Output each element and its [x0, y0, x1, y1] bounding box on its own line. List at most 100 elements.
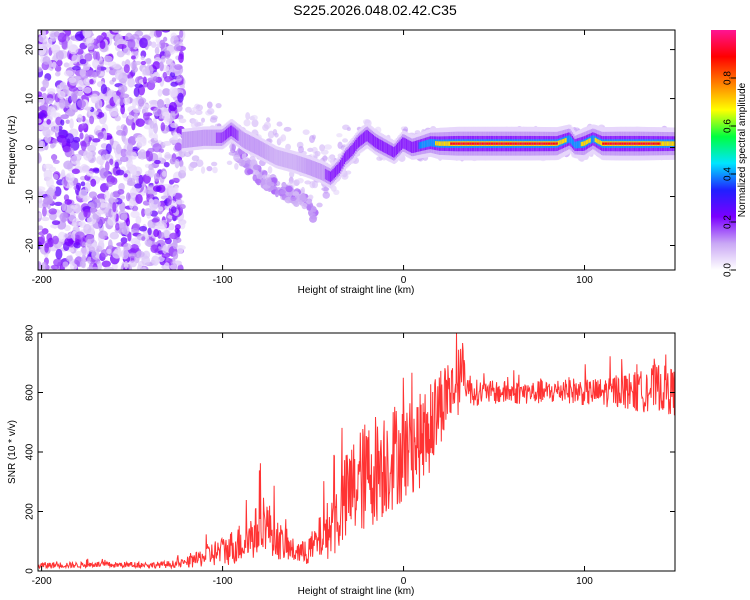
- noise-blob: [159, 61, 164, 72]
- noise-blob: [105, 181, 113, 188]
- ridge-cell: [473, 142, 476, 145]
- ridge-cell: [637, 142, 640, 145]
- halo-blob: [263, 121, 272, 130]
- noise-blob: [179, 30, 184, 38]
- noise-blob: [53, 31, 60, 37]
- ridge-cell: [445, 141, 448, 146]
- ridge-cell: [484, 142, 487, 145]
- ridge-cell: [551, 142, 554, 145]
- halo-blob: [333, 189, 340, 196]
- noise-blob: [83, 208, 91, 218]
- noise-blob: [137, 98, 145, 107]
- branch-blob: [231, 143, 236, 152]
- noise-blob: [160, 122, 166, 132]
- ridge-cell: [242, 131, 245, 148]
- ridge-cell: [281, 151, 284, 167]
- noise-blob: [123, 173, 128, 178]
- noise-blob: [72, 136, 81, 143]
- ridge-cell: [542, 142, 545, 145]
- noise-blob: [129, 244, 139, 253]
- ridge-cell: [285, 152, 288, 168]
- ridge-cell: [383, 141, 386, 153]
- ridge-cell: [646, 142, 649, 145]
- x-tick-label: -200: [32, 576, 52, 587]
- colorbar: 0.0 0.2 0.4 0.6 0.8 Normalized spectral ampl…: [711, 30, 748, 277]
- noise-blob: [138, 149, 147, 160]
- x-tick-label: 100: [576, 275, 593, 286]
- noise-blob: [148, 99, 159, 105]
- ridge-cell: [293, 154, 296, 170]
- ridge-cell: [207, 129, 210, 146]
- noise-blob: [112, 93, 118, 103]
- ridge-cell: [413, 141, 416, 153]
- ridge-cell: [289, 153, 292, 169]
- ridge-cell: [398, 141, 401, 153]
- noise-blob: [173, 44, 182, 52]
- noise-blob: [96, 64, 101, 76]
- noise-blob: [127, 38, 136, 50]
- ridge-cell: [554, 142, 557, 145]
- ridge-cell: [556, 142, 559, 145]
- noise-blob: [169, 110, 176, 122]
- ridge-cell: [255, 138, 258, 155]
- ridge-cell: [356, 138, 359, 150]
- noise-blob: [167, 195, 172, 206]
- ridge-cell: [666, 141, 670, 146]
- ridge-cell: [442, 141, 445, 146]
- noise-blob: [76, 114, 83, 123]
- noise-blob: [90, 178, 97, 187]
- ridge-cell: [421, 141, 424, 149]
- ridge-cell: [633, 142, 637, 145]
- noise-blob: [163, 161, 170, 168]
- noise-blob: [127, 135, 137, 146]
- halo-blob: [179, 165, 187, 174]
- ridge-cell: [380, 139, 383, 152]
- ridge-cell: [245, 133, 248, 150]
- ridge-cell: [535, 142, 538, 145]
- y-tick-label: 600: [25, 384, 36, 401]
- ridge-cell: [412, 141, 415, 154]
- noise-blob: [84, 133, 89, 144]
- ridge-cell: [493, 142, 496, 145]
- noise-blob: [157, 206, 164, 212]
- noise-blob: [179, 203, 186, 210]
- branch-blob: [262, 174, 267, 180]
- ridge-cell: [627, 142, 630, 145]
- ridge-cell: [580, 141, 583, 147]
- ridge-cell: [184, 131, 187, 148]
- ridge-cell: [351, 144, 354, 156]
- noise-blob: [115, 222, 120, 231]
- noise-blob: [179, 84, 185, 90]
- noise-blob: [131, 33, 140, 40]
- noise-blob: [38, 212, 42, 219]
- noise-blob: [43, 169, 53, 181]
- ridge-cell: [590, 135, 594, 144]
- ridge-cell: [236, 129, 239, 141]
- noise-blob: [38, 186, 46, 192]
- ridge-cell: [352, 143, 355, 155]
- ridge-cell: [298, 155, 301, 172]
- noise-blob: [79, 68, 87, 77]
- ridge-cell: [489, 142, 492, 145]
- ridge-cell: [576, 141, 580, 149]
- ridge-cell: [503, 142, 506, 145]
- halo-blob: [195, 159, 204, 168]
- branch-blob: [254, 178, 262, 184]
- ridge-cell: [303, 157, 306, 174]
- noise-blob: [77, 79, 84, 91]
- ridge-cell: [359, 135, 362, 147]
- halo-blob: [226, 160, 233, 165]
- ridge-cell: [657, 142, 661, 145]
- noise-blob: [116, 50, 125, 58]
- noise-blob: [38, 231, 46, 236]
- ridge-cell: [632, 142, 635, 145]
- halo-blob: [267, 166, 273, 174]
- ridge-cell: [588, 138, 591, 144]
- noise-blob: [120, 86, 125, 98]
- ridge-cell: [512, 142, 515, 145]
- ridge-cell: [241, 130, 244, 147]
- noise-blob: [112, 249, 122, 259]
- snr-series-line: [38, 333, 675, 570]
- ridge-cell: [228, 126, 231, 138]
- ridge-cell: [446, 141, 449, 146]
